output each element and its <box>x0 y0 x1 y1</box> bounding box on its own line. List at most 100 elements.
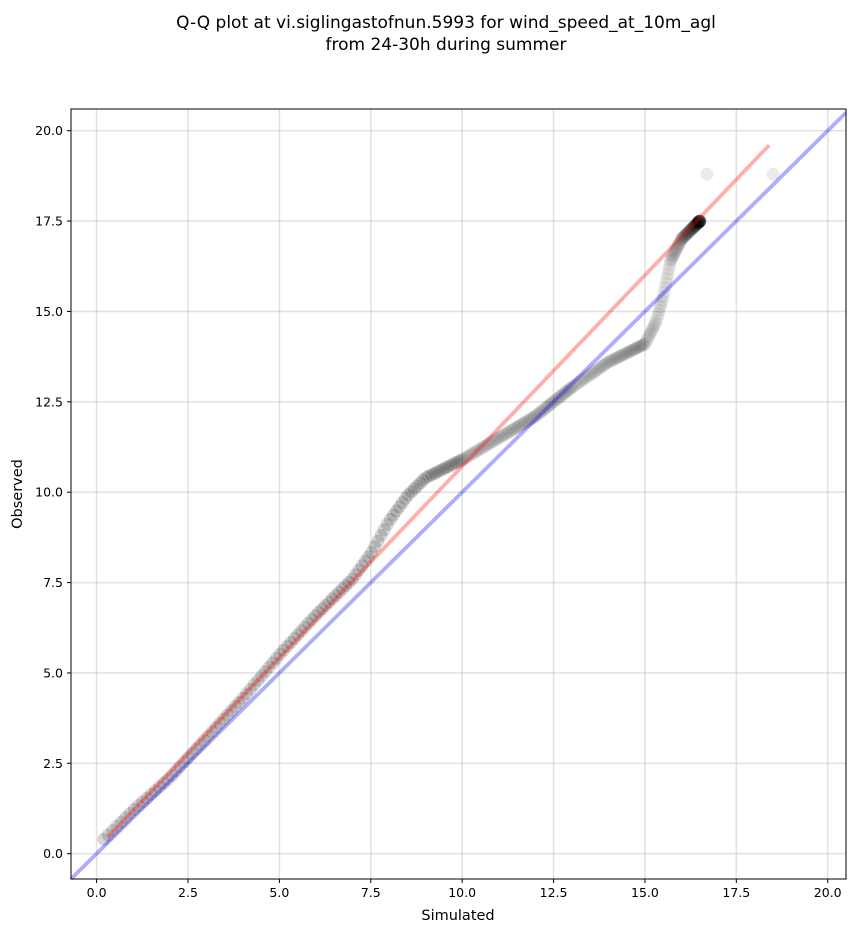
data-point <box>682 225 696 239</box>
data-point <box>681 226 695 240</box>
data-point <box>110 819 124 833</box>
data-point <box>380 517 394 531</box>
data-point <box>540 400 554 414</box>
data-point <box>607 352 621 366</box>
data-point <box>413 476 427 490</box>
data-point <box>189 742 203 756</box>
data-point <box>649 314 663 328</box>
data-point <box>509 420 523 434</box>
data-point <box>645 323 659 337</box>
chart-title-line-1: Q-Q plot at vi.siglingastofnun.5993 for … <box>176 13 716 33</box>
data-point <box>213 716 227 730</box>
data-point <box>527 410 541 424</box>
data-point <box>383 512 397 526</box>
data-point <box>637 338 651 352</box>
data-point <box>148 784 162 798</box>
data-point <box>684 223 698 237</box>
data-point <box>700 167 714 181</box>
data-point <box>674 233 688 247</box>
data-point <box>611 350 625 364</box>
data-point <box>488 433 502 447</box>
data-point <box>564 381 578 395</box>
data-point <box>582 368 596 382</box>
x-axis-label: Simulated <box>421 908 494 924</box>
data-point <box>675 231 689 245</box>
data-point <box>240 687 254 701</box>
data-point <box>262 660 276 674</box>
data-point <box>436 462 450 476</box>
data-point <box>693 214 707 228</box>
data-point <box>361 550 375 564</box>
data-point <box>224 704 238 718</box>
data-point <box>269 651 283 665</box>
data-point <box>144 787 158 801</box>
data-point <box>476 441 490 455</box>
data-point <box>690 217 704 231</box>
data-point <box>693 214 707 228</box>
data-point <box>657 285 671 299</box>
data-point <box>593 361 607 375</box>
data-point <box>444 458 458 472</box>
data-point <box>266 656 280 670</box>
data-point <box>114 815 128 829</box>
data-point <box>584 367 598 381</box>
data-point <box>636 338 650 352</box>
data-point <box>217 712 231 726</box>
plot-frame <box>70 108 847 880</box>
data-point <box>620 346 634 360</box>
data-point <box>624 344 638 358</box>
data-points <box>97 167 780 846</box>
data-point <box>687 219 701 233</box>
data-point <box>648 317 662 331</box>
x-tick-label: 20.0 <box>814 885 842 900</box>
data-point <box>349 568 363 582</box>
y-tick-label: 5.0 <box>43 665 63 680</box>
data-point <box>463 448 477 462</box>
x-tick-label: 0.0 <box>87 885 107 900</box>
data-point <box>457 451 471 465</box>
data-point <box>664 252 678 266</box>
data-point <box>473 442 487 456</box>
data-point <box>398 491 412 505</box>
data-point <box>312 605 326 619</box>
data-point <box>123 807 137 821</box>
x-tick-label: 12.5 <box>540 885 568 900</box>
data-point <box>550 392 564 406</box>
data-point <box>676 231 690 245</box>
data-point <box>677 230 691 244</box>
data-point <box>368 540 382 554</box>
data-point <box>427 466 441 480</box>
data-point <box>693 214 707 228</box>
data-point <box>546 395 560 409</box>
data-point <box>683 224 697 238</box>
data-point <box>566 380 580 394</box>
data-point <box>502 425 516 439</box>
data-point <box>689 218 703 232</box>
data-point <box>685 222 699 236</box>
data-point <box>617 347 631 361</box>
data-point <box>298 620 312 634</box>
x-tick-label: 2.5 <box>178 885 198 900</box>
data-point <box>181 751 195 765</box>
data-point <box>430 465 444 479</box>
data-point <box>643 328 657 342</box>
data-point <box>656 290 670 304</box>
x-tick-label: 17.5 <box>722 885 750 900</box>
y-tick-label: 17.5 <box>35 214 63 229</box>
data-point <box>684 222 698 236</box>
data-point <box>680 227 694 241</box>
identity-line <box>69 111 848 881</box>
data-point <box>548 393 562 407</box>
data-point <box>165 768 179 782</box>
data-point <box>301 616 315 630</box>
data-point <box>106 824 120 838</box>
data-point <box>587 365 601 379</box>
data-point <box>534 405 548 419</box>
data-point <box>404 485 418 499</box>
data-point <box>365 545 379 559</box>
data-point <box>610 351 624 365</box>
data-point <box>177 755 191 769</box>
data-point <box>483 436 497 450</box>
data-point <box>255 669 269 683</box>
